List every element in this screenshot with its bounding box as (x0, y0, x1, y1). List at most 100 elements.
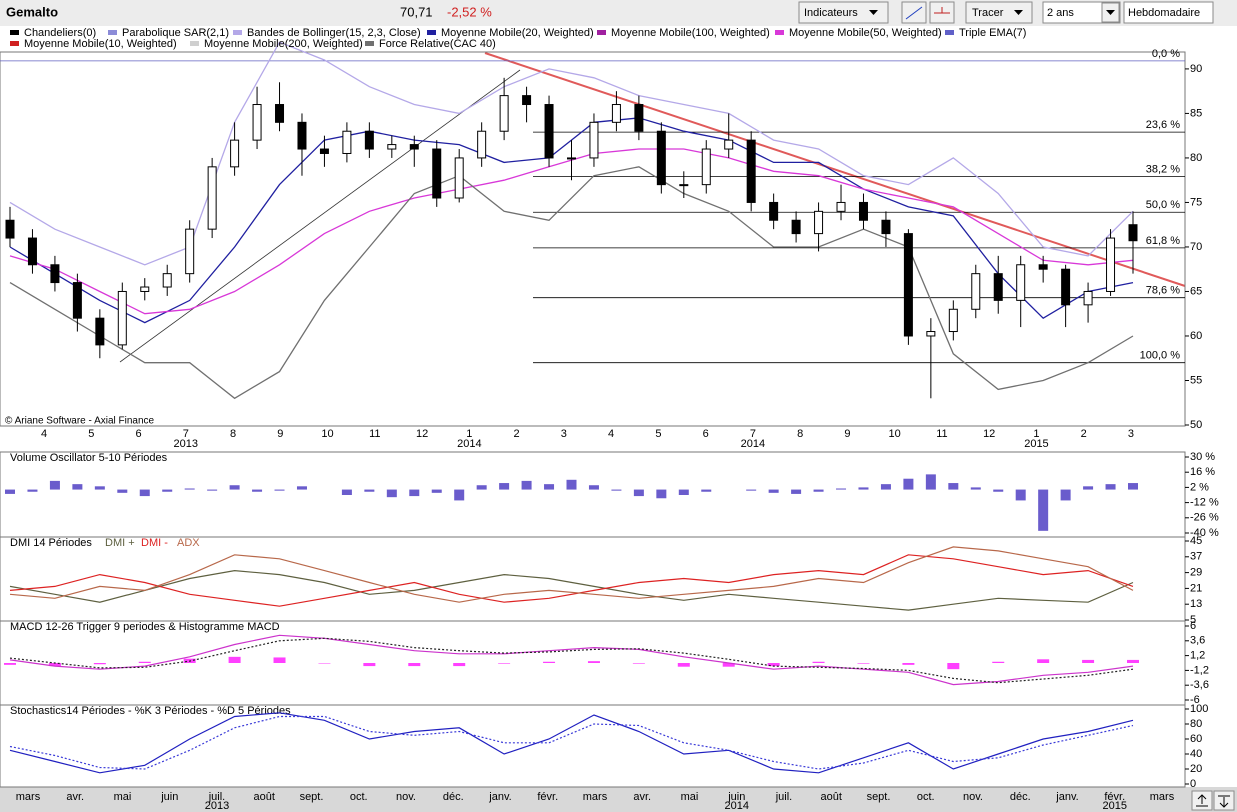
copyright: © Ariane Software - Axial Finance (5, 416, 155, 427)
y-tick-label: 6 (1190, 620, 1196, 632)
candle-body (814, 210, 824, 235)
y-tick-label: 20 (1190, 763, 1202, 775)
button-label[interactable]: Tracer (972, 7, 1004, 19)
legend-label: Moyenne Mobile(200, Weighted) (204, 38, 363, 50)
candle-body (319, 148, 329, 154)
date-label: mars (1150, 791, 1175, 803)
y-tick-label: 80 (1190, 718, 1202, 730)
histogram-bar (677, 663, 690, 667)
period-select[interactable]: 2 ans (1042, 1, 1121, 24)
date-label: août (821, 791, 842, 803)
candle-body (656, 130, 666, 186)
bar (252, 489, 263, 492)
date-axis (0, 787, 1237, 812)
bar (1105, 484, 1116, 490)
candle-body (499, 95, 509, 132)
histogram-bar (93, 663, 106, 665)
series-line (9, 546, 1134, 603)
date-label: nov. (963, 791, 983, 803)
scroll-buttons[interactable] (1191, 790, 1235, 811)
y-tick-label: 75 (1190, 196, 1202, 208)
trend-line (119, 69, 521, 363)
bar (1015, 489, 1026, 501)
x-tick-label: 12 (416, 428, 428, 440)
candle-body (1038, 264, 1048, 270)
legend-label: DMI + (105, 537, 135, 549)
candle-body (387, 144, 397, 150)
date-label: oct. (917, 791, 935, 803)
date-label: mai (681, 791, 699, 803)
bar (454, 489, 465, 501)
histogram-bar (543, 661, 556, 663)
bar (970, 487, 981, 490)
legend-label: Bandes de Bollinger(15, 2,3, Close) (247, 27, 421, 39)
date-label: janv. (1055, 791, 1078, 803)
candle-body (746, 139, 756, 203)
bar (1060, 489, 1071, 501)
candle-body (858, 201, 868, 221)
candle-body (95, 317, 105, 346)
histogram-bar (722, 663, 735, 667)
x-tick-label: 3 (1128, 428, 1134, 440)
legend-label: Force Relative(CAC 40) (379, 38, 496, 50)
histogram-bar (498, 663, 511, 664)
date-label: avr. (66, 791, 84, 803)
bar (296, 486, 307, 490)
histogram-bar (408, 663, 421, 667)
date-label: juil. (775, 791, 793, 803)
histogram-bar (947, 663, 960, 670)
date-label: sept. (867, 791, 891, 803)
bar (836, 488, 847, 490)
bar (858, 487, 869, 490)
fib-label: 38,2 % (1146, 164, 1180, 176)
y-tick-label: 70 (1190, 241, 1202, 253)
candle-body (185, 228, 195, 275)
y-tick-label: 40 (1190, 748, 1202, 760)
candle-body (1016, 264, 1026, 301)
bar (656, 489, 667, 499)
bar (544, 484, 555, 490)
candle-body (1128, 224, 1138, 242)
select-label[interactable]: 2 ans (1047, 7, 1074, 19)
hline-tool[interactable] (929, 1, 955, 24)
y-tick-label: 16 % (1190, 466, 1215, 478)
candle-body (903, 233, 913, 337)
histogram-bar (632, 663, 645, 664)
date-label: sept. (300, 791, 324, 803)
candle-body (454, 157, 464, 199)
histogram-bar (273, 657, 286, 663)
y-tick-label: 65 (1190, 285, 1202, 297)
bar (72, 484, 83, 490)
candle-body (27, 237, 37, 266)
indicators-button[interactable]: Indicateurs (798, 1, 889, 24)
candle-body (611, 104, 621, 123)
bar (948, 483, 959, 490)
y-tick-label: 50 (1190, 419, 1202, 431)
x-tick-label: 4 (41, 428, 47, 440)
candle-body (140, 286, 150, 292)
interval-select[interactable]: Hebdomadaire (1123, 1, 1214, 24)
x-tick-label: 8 (797, 428, 803, 440)
draw-button[interactable]: Tracer (965, 1, 1033, 24)
bar (701, 489, 712, 492)
bar (341, 489, 352, 495)
x-tick-label: 5 (655, 428, 661, 440)
bar (229, 485, 240, 490)
candle-body (948, 308, 958, 333)
legend-label: Moyenne Mobile(100, Weighted) (611, 27, 770, 39)
overlay-line (9, 166, 1134, 400)
y-tick-label: 45 (1190, 535, 1202, 547)
date-label: déc. (443, 791, 464, 803)
legend-label: Moyenne Mobile(10, Weighted) (24, 38, 177, 50)
y-tick-label: 3,6 (1190, 635, 1205, 647)
bar (588, 485, 599, 490)
bar (476, 485, 487, 490)
candle-body (544, 104, 554, 159)
candle-body (993, 273, 1003, 301)
button-label[interactable]: Indicateurs (804, 7, 858, 19)
line-tool[interactable] (901, 1, 927, 24)
y-tick-label: 5 (1190, 614, 1196, 626)
x-tick-label: 9 (844, 428, 850, 440)
bar (813, 489, 824, 492)
select-label[interactable]: Hebdomadaire (1128, 7, 1200, 19)
